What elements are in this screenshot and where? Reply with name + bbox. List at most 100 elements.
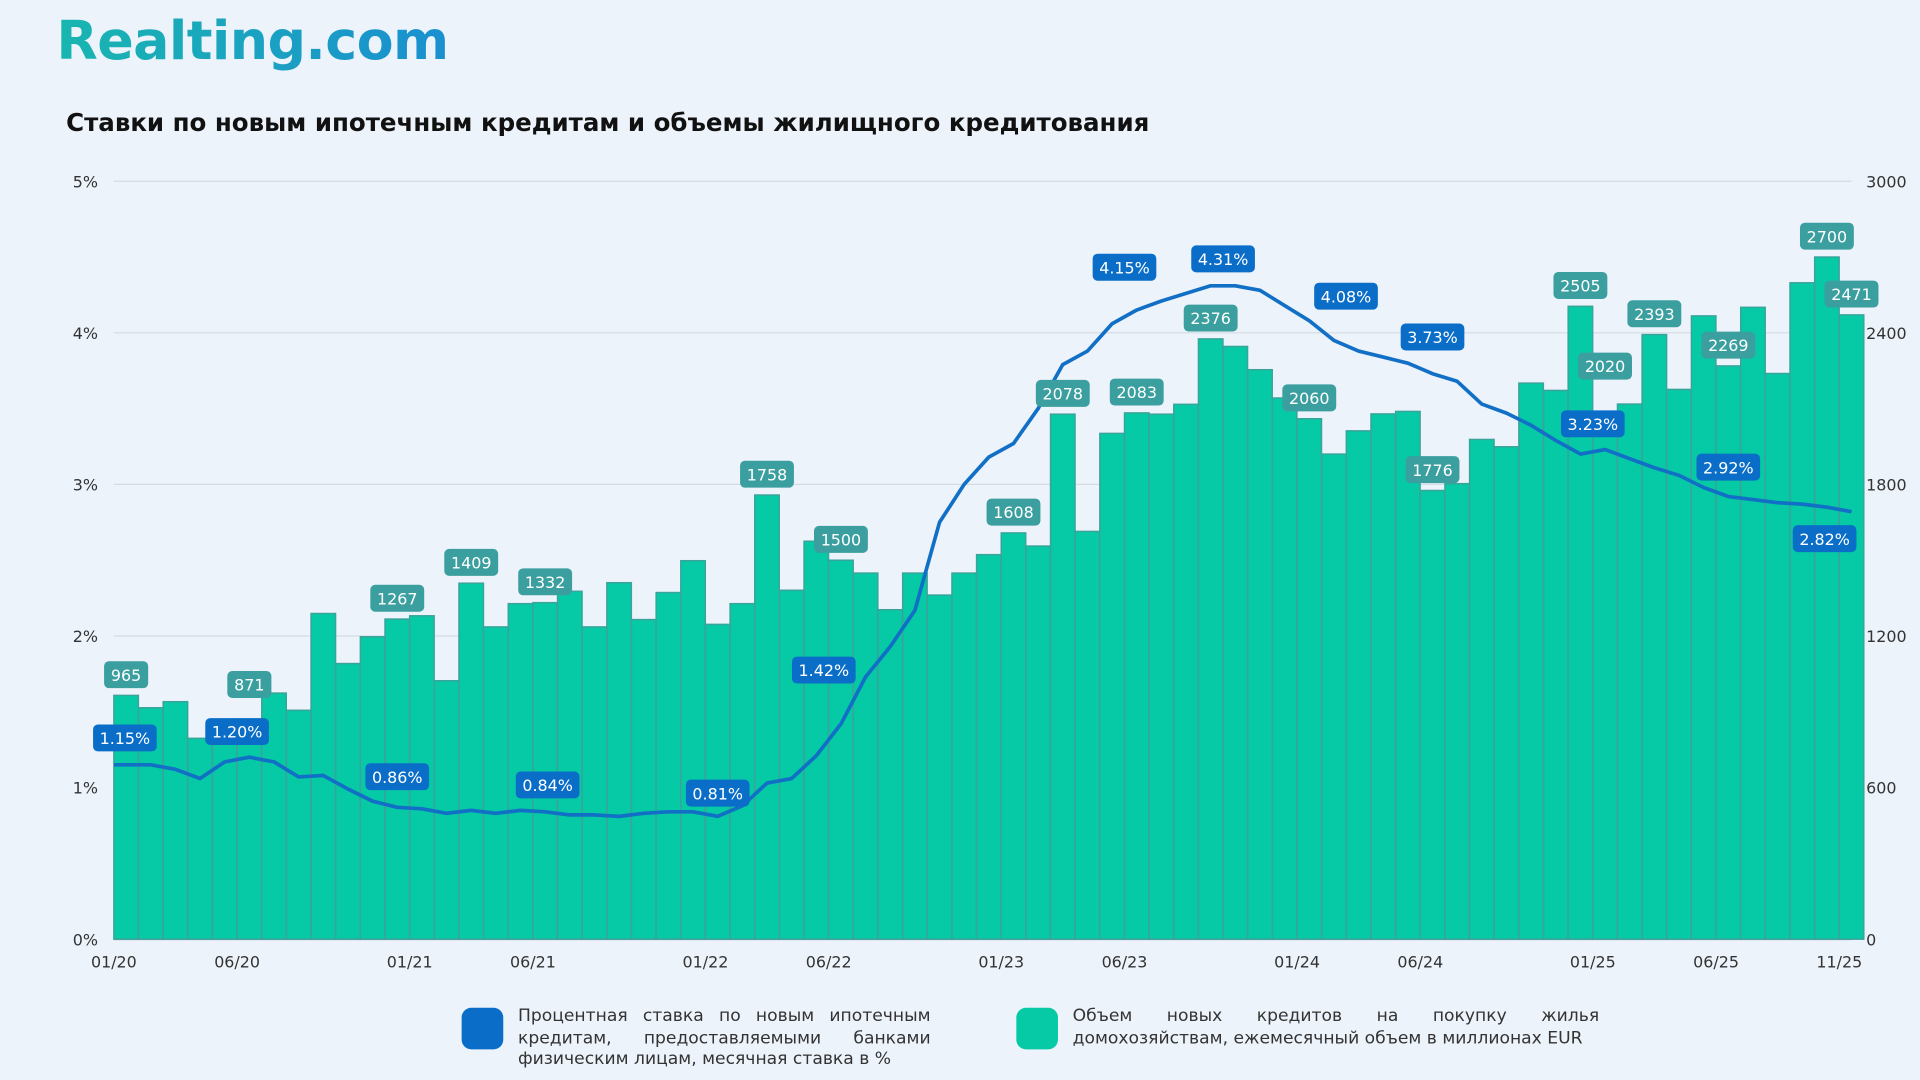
x-tick-label: 06/22 xyxy=(806,952,852,971)
bar-data-label-bg xyxy=(1035,379,1090,407)
rate-data-label: 2.92% xyxy=(1703,458,1754,477)
bar xyxy=(1173,403,1200,940)
rate-data-label: 0.81% xyxy=(692,784,743,803)
bar-data-label-bg xyxy=(518,568,573,596)
bar-data-label: 2471 xyxy=(1831,285,1871,304)
bar-data-label: 2700 xyxy=(1807,227,1847,246)
rate-data-label-bg xyxy=(93,724,157,752)
rate-data-label-bg xyxy=(1696,453,1761,481)
bar xyxy=(1690,315,1717,940)
y-left-tick-label: 4% xyxy=(73,324,98,343)
bar xyxy=(581,626,608,940)
y-left-tick-label: 1% xyxy=(73,779,98,798)
rate-data-label: 4.15% xyxy=(1099,258,1150,277)
bar-data-label: 2020 xyxy=(1585,357,1625,376)
bar-data-label-bg xyxy=(1405,456,1460,484)
realting-logo: Realting.com xyxy=(56,9,449,73)
x-tick-label: 06/24 xyxy=(1397,952,1443,971)
bar xyxy=(1123,412,1150,940)
bar-data-label: 2083 xyxy=(1116,383,1156,402)
y-right-tick-label: 600 xyxy=(1866,779,1896,798)
bar xyxy=(1296,417,1323,940)
rate-data-label: 4.31% xyxy=(1198,250,1249,269)
bar xyxy=(1345,430,1372,940)
bar-data-label: 2393 xyxy=(1634,305,1674,324)
bar-data-label-bg xyxy=(1799,222,1854,250)
bar xyxy=(1567,305,1594,940)
bar-data-label: 2269 xyxy=(1708,336,1748,355)
bar-data-label: 2060 xyxy=(1289,389,1329,408)
bar xyxy=(1493,446,1520,940)
rate-data-label-bg xyxy=(205,718,269,746)
bar xyxy=(334,662,361,940)
x-tick-label: 01/24 xyxy=(1274,952,1320,971)
rate-data-label: 3.23% xyxy=(1568,415,1619,434)
bar xyxy=(655,591,682,940)
bar xyxy=(1518,382,1545,940)
bar xyxy=(606,581,633,940)
x-tick-label: 01/25 xyxy=(1570,952,1616,971)
y-left-tick-label: 2% xyxy=(73,627,98,646)
bar-data-label: 2376 xyxy=(1190,309,1230,328)
bar-data-label: 1409 xyxy=(451,554,491,573)
bar-data-label: 1776 xyxy=(1412,461,1452,480)
bar xyxy=(1222,345,1249,940)
rate-data-label: 0.84% xyxy=(522,776,573,795)
bar xyxy=(778,589,805,940)
bar-data-label-bg xyxy=(104,661,149,689)
x-tick-label: 01/20 xyxy=(91,952,137,971)
bar xyxy=(877,608,904,940)
bar xyxy=(1197,338,1224,940)
rate-data-label-bg xyxy=(1400,323,1465,351)
bar xyxy=(1444,482,1471,940)
bar xyxy=(1468,438,1495,940)
bar xyxy=(1813,256,1840,940)
bar xyxy=(1246,368,1273,940)
x-tick-label: 06/25 xyxy=(1693,952,1739,971)
bar xyxy=(482,626,509,940)
rate-data-label: 0.86% xyxy=(372,768,423,787)
bar-data-label: 2505 xyxy=(1560,277,1600,296)
bar xyxy=(556,590,583,940)
bar-data-label-bg xyxy=(1701,331,1756,359)
x-tick-label: 06/20 xyxy=(214,952,260,971)
y-right-tick-label: 2400 xyxy=(1866,324,1906,343)
bar xyxy=(1099,432,1126,940)
bar xyxy=(1739,306,1766,940)
y-right-tick-label: 1200 xyxy=(1866,627,1906,646)
bar xyxy=(1838,314,1865,940)
bar xyxy=(1715,365,1742,940)
rate-data-label: 1.15% xyxy=(100,729,151,748)
bar xyxy=(532,601,559,940)
bar-data-label-bg xyxy=(1553,272,1608,299)
bar xyxy=(1025,545,1052,940)
bar-data-label: 1758 xyxy=(747,465,787,484)
rate-data-label-bg xyxy=(515,771,580,799)
rate-line xyxy=(113,283,1852,819)
bar-data-label: 1267 xyxy=(377,589,417,608)
y-left-tick-label: 5% xyxy=(73,172,98,191)
bar xyxy=(630,618,657,940)
bar xyxy=(827,559,854,940)
rate-data-label-bg xyxy=(1792,525,1857,553)
bar xyxy=(803,540,830,940)
legend-swatch-volume xyxy=(1016,1007,1058,1050)
y-left-tick-label: 0% xyxy=(73,930,98,949)
rate-data-label-bg xyxy=(1314,282,1378,310)
bar xyxy=(187,737,214,940)
bar-data-label-bg xyxy=(1109,378,1164,406)
bar xyxy=(236,718,263,940)
bar xyxy=(975,553,1002,940)
chart-title: Ставки по новым ипотечным кредитам и объ… xyxy=(66,107,1150,138)
rate-data-label: 1.20% xyxy=(212,723,263,742)
bar-data-label: 1608 xyxy=(993,503,1033,522)
bar xyxy=(901,572,928,940)
bar xyxy=(951,572,978,940)
bar-data-label: 1332 xyxy=(525,573,565,592)
rate-data-label: 4.08% xyxy=(1321,287,1372,306)
bar xyxy=(507,602,534,940)
rate-data-label-bg xyxy=(685,779,750,807)
bar-data-label-bg xyxy=(740,460,794,488)
legend-item-rate: Процентная ставка по новым ипотечным кре… xyxy=(461,1007,931,1071)
